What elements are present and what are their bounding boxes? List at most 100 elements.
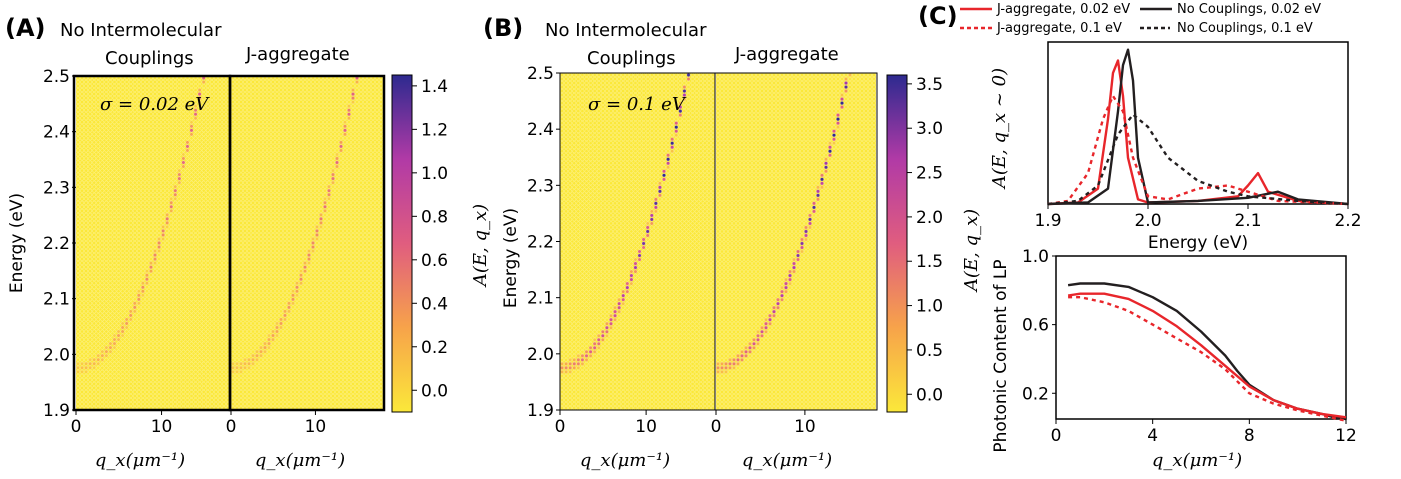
heatmap-cell <box>303 241 307 245</box>
heatmap-cell <box>189 373 194 378</box>
heatmap-cell <box>263 152 267 157</box>
heatmap-cell <box>149 128 153 133</box>
heatmap-cell <box>193 220 198 225</box>
heatmap-cell <box>279 309 283 314</box>
heatmap-cell <box>132 305 137 310</box>
heatmap-cell <box>307 112 311 117</box>
heatmap-cell <box>307 293 311 298</box>
heatmap-cell <box>197 216 202 221</box>
heatmap-cell <box>201 345 206 350</box>
heatmap-cell <box>247 249 251 253</box>
heatmap-cell <box>100 389 105 394</box>
heatmap-cell <box>271 269 275 274</box>
heatmap-cell <box>251 192 255 197</box>
heatmap-cell <box>235 389 239 394</box>
heatmap-cell <box>251 212 255 217</box>
heatmap-cell <box>217 120 222 125</box>
heatmap-cell <box>311 389 315 394</box>
heatmap-cell <box>173 132 178 137</box>
heatmap-cell <box>279 321 283 326</box>
heatmap-cell <box>173 333 178 338</box>
heatmap-cell <box>104 365 109 370</box>
heatmap-cell <box>193 212 198 217</box>
heatmap-cell <box>263 253 267 258</box>
heatmap-cell <box>205 148 210 153</box>
heatmap-cell <box>263 200 267 205</box>
heatmap-cell <box>303 100 307 105</box>
heatmap-cell <box>287 237 291 241</box>
heatmap-cell <box>239 281 243 286</box>
heatmap-cell <box>161 148 166 153</box>
heatmap-cell <box>299 273 303 278</box>
heatmap-cell <box>209 309 214 314</box>
heatmap-cell <box>84 397 89 402</box>
heatmap-cell <box>221 164 226 169</box>
heatmap-cell <box>120 333 125 338</box>
heatmap-cell <box>205 357 210 362</box>
heatmap-cell <box>303 200 307 205</box>
heatmap-cell <box>299 325 303 330</box>
heatmap-cell <box>255 96 259 101</box>
heatmap-cell <box>140 208 145 213</box>
heatmap-cell <box>235 208 239 213</box>
heatmap-cell <box>140 192 145 197</box>
heatmap-cell <box>157 144 162 149</box>
heatmap-cell <box>132 253 137 258</box>
heatmap-cell <box>267 224 271 229</box>
heatmap-cell <box>247 212 251 217</box>
heatmap-cell <box>96 325 101 330</box>
heatmap-cell <box>193 160 198 165</box>
heatmap-cell <box>307 273 311 278</box>
heatmap-cell <box>157 277 162 282</box>
heatmap-cell <box>185 381 190 386</box>
heatmap-cell <box>124 397 129 402</box>
heatmap-cell <box>259 273 263 278</box>
heatmap-cell <box>311 204 315 209</box>
heatmap-cell <box>157 128 162 133</box>
heatmap-cell <box>217 216 222 221</box>
heatmap-cell <box>311 160 315 165</box>
heatmap-cell <box>235 397 239 402</box>
heatmap-cell <box>303 293 307 298</box>
heatmap-cell <box>144 172 149 177</box>
heatmap-cell <box>205 321 210 326</box>
heatmap-cell <box>153 305 157 310</box>
heatmap-cell <box>209 136 214 141</box>
heatmap-cell <box>259 112 263 117</box>
heatmap-cell <box>185 265 190 270</box>
heatmap-cell <box>132 333 137 338</box>
heatmap-cell <box>173 112 178 117</box>
heatmap-cell <box>267 168 271 173</box>
heatmap-cell <box>201 96 206 101</box>
heatmap-cell <box>205 188 210 193</box>
heatmap-cell <box>128 188 133 193</box>
heatmap-cell <box>283 393 287 398</box>
heatmap-cell <box>124 233 129 237</box>
heatmap-cell <box>243 116 247 121</box>
heatmap-cell <box>295 285 299 290</box>
heatmap-cell <box>221 140 226 145</box>
heatmap-cell <box>217 152 222 157</box>
heatmap-cell <box>251 253 255 258</box>
heatmap-cell <box>140 257 145 262</box>
heatmap-cell <box>271 152 275 157</box>
heatmap-cell <box>173 389 178 394</box>
heatmap-cell <box>124 305 129 310</box>
heatmap-cell <box>144 253 149 258</box>
heatmap-cell <box>271 216 275 221</box>
heatmap-cell <box>181 152 186 157</box>
heatmap-cell <box>140 104 145 109</box>
heatmap-cell <box>275 116 279 121</box>
heatmap-cell <box>287 301 291 306</box>
heatmap-cell <box>108 184 113 189</box>
heatmap-cell <box>205 389 210 394</box>
heatmap-cell <box>287 144 291 149</box>
heatmap-cell <box>299 285 303 290</box>
heatmap-cell <box>235 108 239 113</box>
heatmap-cell <box>80 124 85 129</box>
heatmap-cell <box>112 192 117 197</box>
heatmap-cell <box>279 212 283 217</box>
heatmap-cell <box>271 132 275 137</box>
heatmap-cell <box>267 84 271 89</box>
heatmap-cell <box>100 265 105 270</box>
